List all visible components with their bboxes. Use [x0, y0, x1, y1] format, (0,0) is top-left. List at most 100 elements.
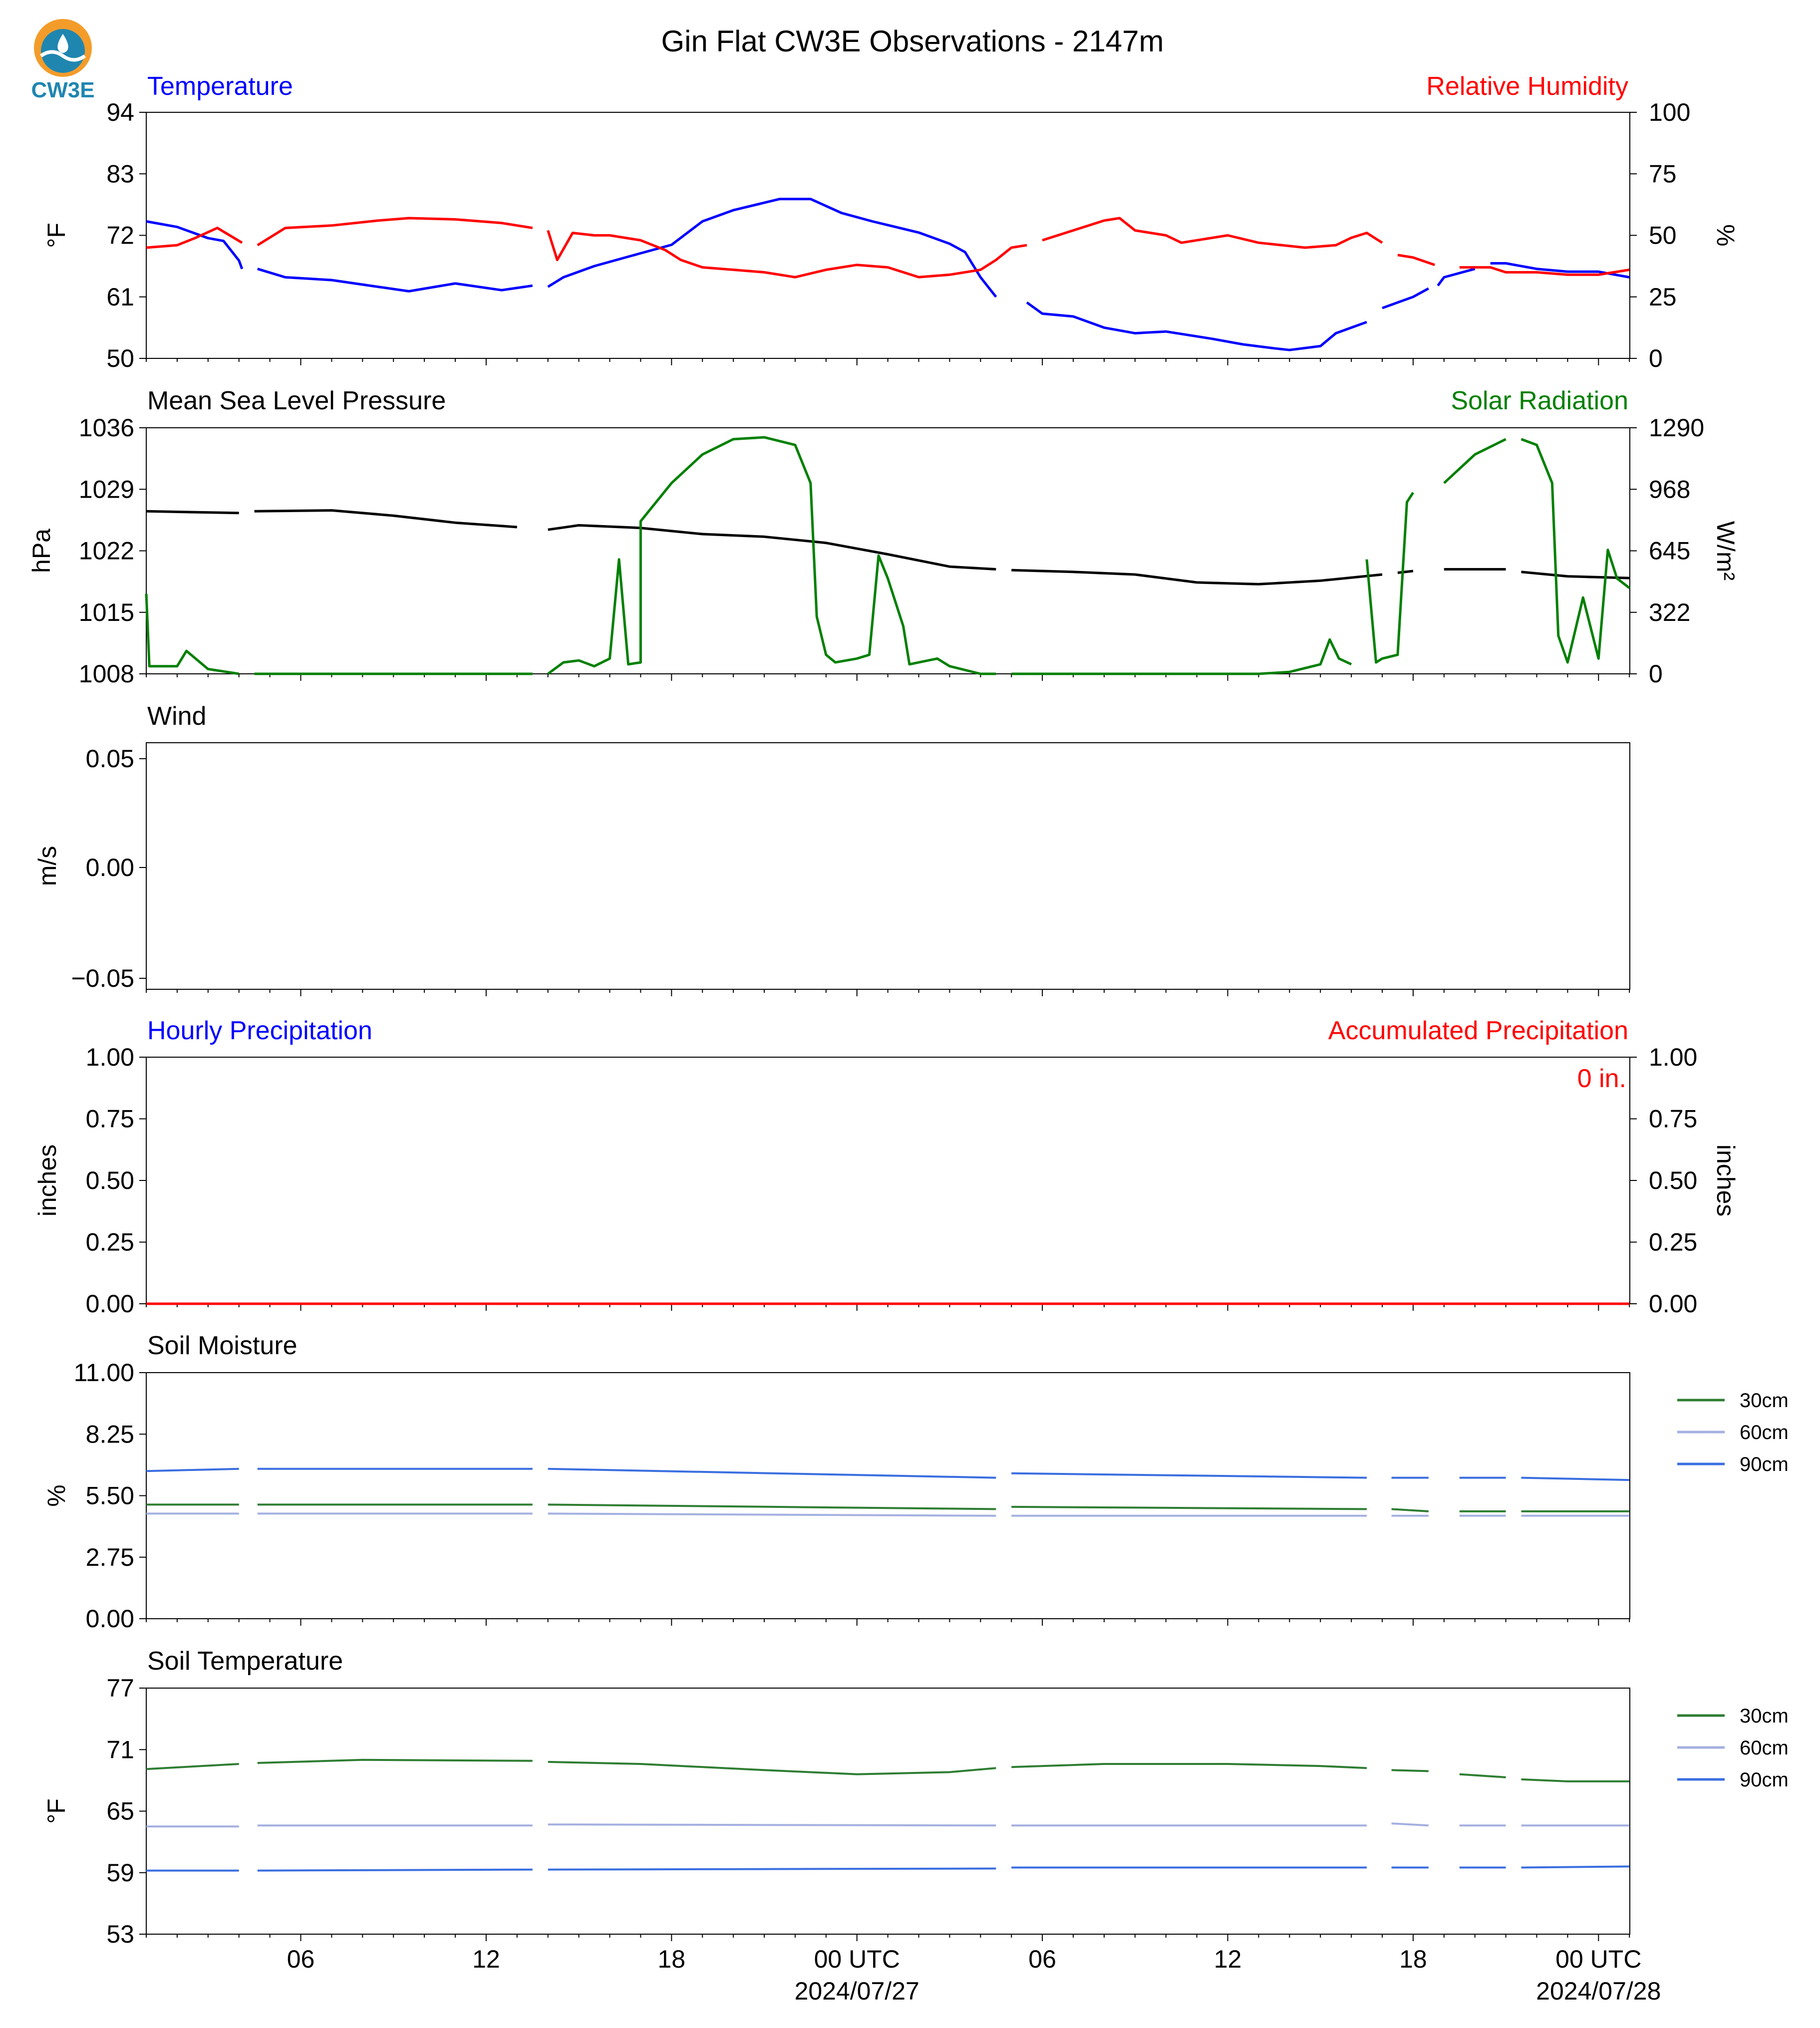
temp-ytick-label-left: 94: [106, 98, 134, 126]
soilt-series-1: [146, 1758, 1630, 1782]
temp-ytick-label-left: 50: [106, 344, 134, 372]
soilt-left-title: Soil Temperature: [147, 1647, 343, 1676]
pres-frame: [146, 427, 1630, 674]
temp-ylabel-right: %: [1712, 224, 1740, 246]
soilm-ytick-label-left: 0.00: [86, 1605, 134, 1633]
temp-ytick-label-left: 72: [106, 222, 134, 250]
soilt-ytick-label-left: 71: [106, 1736, 134, 1763]
pres-ylabel-right: W/m²: [1712, 521, 1740, 580]
precip-ytick-label-left: 1.00: [86, 1043, 134, 1071]
x-tick-date-label: 2024/07/27: [795, 1977, 919, 2005]
soilt-frame: [146, 1688, 1630, 1935]
soilt-series-3: [146, 1865, 1630, 1872]
pres-ytick-label-right: 1290: [1649, 414, 1704, 442]
precip-frame: [146, 1057, 1630, 1304]
temp-ytick-label-right: 100: [1649, 98, 1690, 126]
pres-ylabel-left: hPa: [27, 529, 55, 573]
soilt-ytick-label-left: 59: [106, 1859, 134, 1887]
soilm-legend-label: 90cm: [1740, 1453, 1789, 1475]
precipitation-panel: Hourly Precipitation Accumulated Precipi…: [33, 1016, 1740, 1318]
pressure-solar-panel: Mean Sea Level Pressure Solar Radiation …: [27, 386, 1740, 688]
pres-ytick-label-right: 645: [1649, 537, 1690, 565]
x-tick-label: 00 UTC: [1555, 1945, 1641, 1973]
pres-ytick-label-right: 0: [1649, 660, 1663, 688]
soilt-ytick-label-left: 77: [106, 1674, 134, 1702]
pres-ytick-label-right: 968: [1649, 475, 1690, 503]
precip-ylabel-left: inches: [33, 1145, 61, 1217]
x-tick-date-label: 2024/07/28: [1536, 1977, 1661, 2005]
pres-ytick-label-right: 322: [1649, 598, 1690, 626]
x-tick-label: 12: [472, 1945, 500, 1973]
precip-ytick-label-right: 1.00: [1649, 1043, 1697, 1071]
temp-frame: [146, 112, 1630, 359]
soilm-ytick-label-left: 2.75: [86, 1543, 134, 1571]
precip-ytick-label-right: 0.00: [1649, 1290, 1697, 1318]
x-tick-label: 00 UTC: [814, 1945, 900, 1973]
soilt-ytick-label-left: 65: [106, 1797, 134, 1825]
pres-ytick-label-left: 1022: [79, 537, 134, 565]
wind-ytick-label-left: 0.00: [86, 854, 134, 881]
temp-ytick-label-right: 0: [1649, 344, 1663, 372]
precip-right-title: Accumulated Precipitation: [1328, 1016, 1628, 1045]
temp-ytick-label-left: 61: [106, 283, 134, 311]
soilm-left-title: Soil Moisture: [147, 1331, 298, 1360]
pres-ytick-label-left: 1029: [79, 475, 134, 503]
wind-ylabel-left: m/s: [33, 846, 61, 886]
pres-right-title: Solar Radiation: [1451, 386, 1628, 415]
precip-ytick-label-left: 0.75: [86, 1105, 134, 1133]
soilm-ytick-label-left: 8.25: [86, 1420, 134, 1448]
precip-ytick-label-left: 0.25: [86, 1228, 134, 1256]
logo-wave-icon: [39, 50, 86, 62]
soilm-series-2: [146, 1512, 1630, 1517]
precip-ytick-label-left: 0.50: [86, 1166, 134, 1194]
soil-temperature-panel: Soil Temperature 77 71 65 59 53 °F 30cm 60cm 90c…: [42, 1647, 1789, 1948]
wind-frame: [146, 742, 1630, 990]
pres-ytick-label-left: 1036: [79, 414, 134, 442]
precip-ylabel-right: inches: [1712, 1145, 1740, 1217]
soilt-legend-label: 30cm: [1740, 1705, 1789, 1727]
soilm-legend-label: 60cm: [1740, 1422, 1789, 1444]
cw3e-logo: CW3E: [31, 19, 95, 102]
wind-panel: Wind 0.05 0.00 −0.05 m/s: [33, 702, 1630, 996]
precip-ytick-label-right: 0.50: [1649, 1166, 1697, 1194]
x-tick-label: 18: [1399, 1945, 1427, 1973]
precip-left-title: Hourly Precipitation: [147, 1016, 372, 1045]
pres-ytick-label-left: 1015: [79, 598, 134, 626]
logo-text: CW3E: [31, 78, 94, 102]
soilm-ylabel-left: %: [42, 1484, 70, 1506]
temp-right-title: Relative Humidity: [1426, 72, 1628, 101]
wind-left-title: Wind: [147, 702, 206, 731]
soilm-series-1: [146, 1503, 1630, 1512]
x-tick-label: 18: [657, 1945, 685, 1973]
soilm-ytick-label-left: 11.00: [74, 1359, 134, 1387]
temp-ytick-label-left: 83: [106, 160, 134, 188]
precip-ytick-label-right: 0.25: [1649, 1228, 1697, 1256]
pres-ytick-label-left: 1008: [79, 660, 134, 688]
temperature-humidity-panel: Temperature Relative Humidity 94 83 72 61 50…: [42, 72, 1740, 372]
precip-ytick-label-left: 0.00: [86, 1290, 134, 1318]
x-tick-label: 12: [1214, 1945, 1242, 1973]
temp-left-title: Temperature: [147, 72, 293, 101]
temp-series-2: [146, 217, 1630, 279]
soilt-legend-label: 60cm: [1740, 1737, 1789, 1759]
x-tick-label: 06: [1028, 1945, 1056, 1973]
soil-moisture-panel: Soil Moisture 11.00 8.25 5.50 2.75 0.00% 30cm…: [42, 1331, 1789, 1633]
wind-ytick-label-left: −0.05: [71, 964, 134, 992]
time-axis: 06 12 18 00 UTC 2024/07/27 06 12 18 00 UTC 2024/0…: [287, 1945, 1661, 2005]
temp-ylabel-left: °F: [42, 223, 70, 248]
soilt-ylabel-left: °F: [42, 1798, 70, 1824]
temp-ytick-label-right: 25: [1649, 283, 1677, 311]
soilm-series-3: [146, 1467, 1630, 1481]
soilt-ytick-label-left: 53: [106, 1920, 134, 1948]
temp-series-1: [146, 198, 1630, 351]
soilt-legend-label: 90cm: [1740, 1769, 1789, 1791]
soilm-ytick-label-left: 5.50: [86, 1482, 134, 1510]
pres-left-title: Mean Sea Level Pressure: [147, 386, 446, 415]
figure-title: Gin Flat CW3E Observations - 2147m: [661, 24, 1164, 58]
pres-series-2: [145, 436, 1630, 675]
precip-ytick-label-right: 0.75: [1649, 1105, 1697, 1133]
x-tick-label: 06: [287, 1945, 315, 1973]
wind-ytick-label-left: 0.05: [86, 745, 134, 773]
logo-drop-icon: [57, 34, 68, 53]
